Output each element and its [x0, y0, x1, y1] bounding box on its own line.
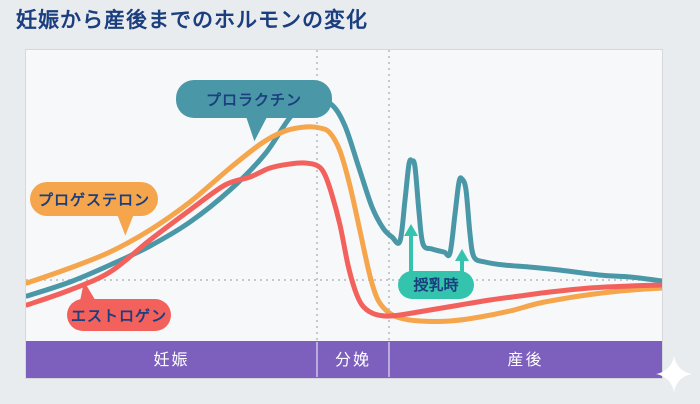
estrogen-label-bubble: エストロゲン — [67, 281, 171, 331]
series-プロラクチン — [26, 96, 662, 299]
series-エストロゲン — [26, 160, 662, 319]
breastfeeding-label: 授乳時 — [413, 276, 458, 294]
page-title: 妊娠から産後までのホルモンの変化 — [16, 9, 368, 32]
breastfeeding-arrowhead — [404, 224, 418, 236]
chart-panel: 妊娠 分娩 産後 授乳時 プロラクチン プロゲステロン エストロゲン — [25, 49, 663, 379]
bubble-tail — [245, 112, 275, 142]
phase-band — [26, 341, 662, 378]
estrogen-label: エストロゲン — [70, 307, 167, 325]
bubble-tail — [80, 281, 99, 303]
prolactin-label-bubble: プロラクチン — [176, 80, 332, 142]
prolactin-label: プロラクチン — [205, 91, 302, 109]
phase-label: 妊娠 — [153, 351, 189, 369]
phase-label: 産後 — [507, 351, 543, 369]
series-プロゲステロン — [26, 124, 662, 324]
breastfeeding-arrowhead — [455, 249, 469, 261]
sparkle-icon — [656, 356, 692, 392]
phase-label: 分娩 — [335, 351, 371, 369]
progesterone-label: プロゲステロン — [37, 191, 150, 209]
hormone-line-chart: 妊娠 分娩 産後 授乳時 — [26, 50, 662, 378]
breastfeeding-pill — [398, 271, 474, 299]
progesterone-label-bubble: プロゲステロン — [30, 182, 158, 237]
